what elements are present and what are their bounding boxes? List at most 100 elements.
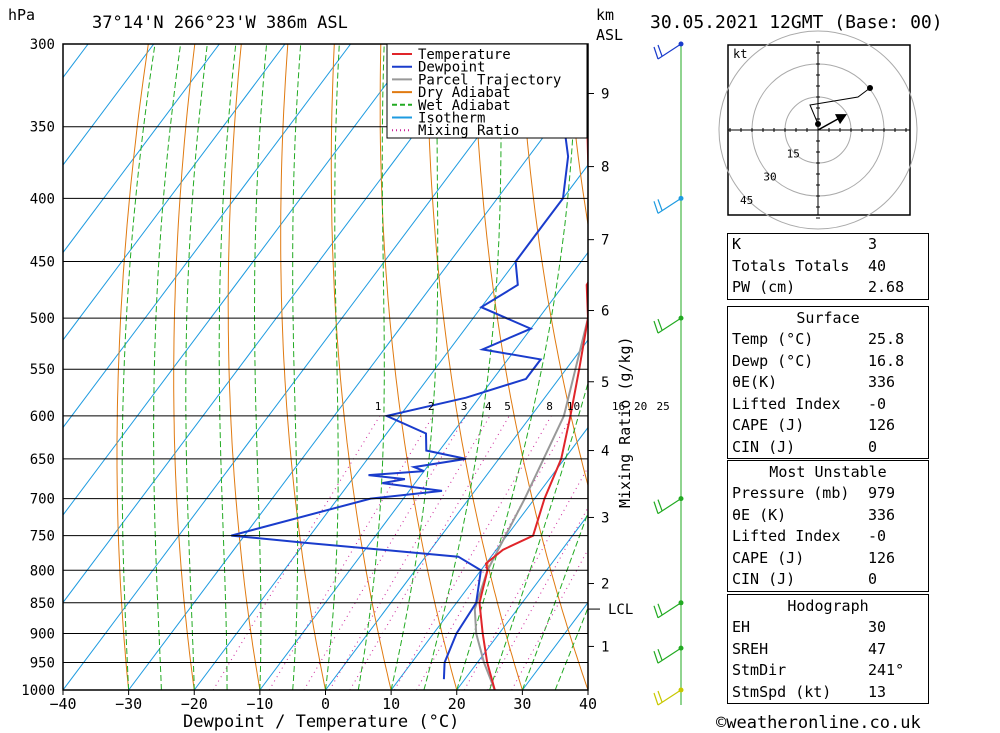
wind-barb-staff bbox=[657, 498, 682, 515]
km-tick-label: 7 bbox=[601, 233, 609, 249]
km-tick-label: 6 bbox=[601, 304, 609, 320]
dry-adiabat-line bbox=[985, 44, 1000, 690]
wind-barb-feather bbox=[653, 46, 659, 60]
km-tick-label: 2 bbox=[601, 577, 609, 593]
mixing-ratio-line bbox=[511, 548, 588, 690]
lcl-label: LCL bbox=[608, 602, 633, 618]
index-value: 40 bbox=[868, 256, 887, 275]
index-value: 13 bbox=[868, 682, 887, 701]
wet-adiabat-line bbox=[185, 44, 208, 690]
pressure-tick-label: 500 bbox=[30, 311, 55, 327]
pressure-tick-label: 450 bbox=[30, 255, 55, 271]
wind-barb-staff bbox=[657, 602, 682, 619]
index-row: CIN (J) 0 bbox=[728, 437, 928, 459]
wind-barb bbox=[653, 317, 682, 334]
dry-adiabat-line bbox=[473, 44, 588, 690]
index-row: CIN (J) 0 bbox=[728, 569, 928, 591]
dry-adiabat-line bbox=[379, 44, 458, 690]
mixing-ratio-tick-label: 20 bbox=[634, 400, 647, 413]
wind-profile bbox=[653, 41, 684, 706]
index-row: Temp (°C) 25.8 bbox=[728, 329, 928, 351]
wind-barb-staff bbox=[657, 197, 682, 214]
legend-box bbox=[386, 43, 588, 139]
index-label: Dewp (°C) bbox=[732, 351, 814, 370]
isotherm-line bbox=[63, 44, 286, 341]
wet-adiabat-line bbox=[456, 44, 578, 690]
profiles bbox=[231, 44, 588, 690]
pressure-tick-label: 800 bbox=[30, 563, 55, 579]
wind-barb-feather bbox=[657, 318, 663, 331]
index-row: θE (K) 336 bbox=[728, 505, 928, 527]
index-row: Dewp (°C) 16.8 bbox=[728, 351, 928, 373]
index-label: CIN (J) bbox=[732, 570, 796, 588]
index-value: 30 bbox=[868, 618, 887, 636]
pressure-tick-label: 350 bbox=[30, 120, 55, 136]
index-row: EH 30 bbox=[728, 617, 928, 639]
pressure-tick-label: 850 bbox=[30, 596, 55, 612]
index-row: PW (cm) 2.68 bbox=[728, 277, 928, 299]
dry-adiabat-line bbox=[116, 44, 149, 690]
index-row: StmSpd (kt) 13 bbox=[728, 682, 928, 704]
index-label: StmSpd (kt) bbox=[732, 682, 832, 701]
wind-barb-feather bbox=[657, 648, 663, 661]
wind-barb-feather bbox=[653, 501, 659, 514]
pressure-tick-label: 300 bbox=[30, 37, 55, 53]
wind-barb bbox=[653, 197, 682, 214]
hodograph-ring-label: 45 bbox=[740, 194, 753, 207]
wind-barb bbox=[653, 498, 682, 515]
dry-adiabat-line bbox=[227, 44, 261, 690]
index-value: 0 bbox=[868, 570, 878, 588]
hodograph-unit-label: kt bbox=[733, 47, 747, 61]
index-label: θE (K) bbox=[732, 505, 787, 524]
wind-barb-feather bbox=[657, 44, 663, 57]
wet-adiabat-line bbox=[292, 44, 302, 690]
wind-barb-feather bbox=[653, 650, 659, 664]
isotherm-line bbox=[63, 44, 352, 429]
indices-hodograph-panel: Hodograph EH 30 SREH 47 StmDir 241° StmSpd (kt)… bbox=[727, 594, 929, 704]
dry-adiabat-line bbox=[566, 44, 588, 228]
temperature-tick-label: −10 bbox=[246, 695, 273, 713]
wind-barb-staff bbox=[657, 317, 682, 334]
axes: 1 2 3 4 5 8 10 16 20 2530035040045050055060065070… bbox=[21, 37, 669, 713]
hodograph-trace bbox=[809, 87, 871, 125]
index-value: 2.68 bbox=[868, 278, 905, 296]
wind-barb-feather bbox=[657, 690, 663, 703]
index-row: SREH 47 bbox=[728, 639, 928, 661]
index-value: 16.8 bbox=[868, 351, 905, 370]
index-row: CAPE (J) 126 bbox=[728, 415, 928, 437]
hodograph-ring bbox=[718, 30, 918, 230]
hpa-label: hPa bbox=[8, 6, 35, 24]
index-row: θE(K) 336 bbox=[728, 372, 928, 394]
index-value: 126 bbox=[868, 548, 896, 567]
isotherm-line bbox=[0, 44, 23, 690]
index-value: 126 bbox=[868, 416, 896, 434]
wind-barb bbox=[653, 43, 682, 60]
km-tick-label: 8 bbox=[601, 160, 609, 176]
index-row: Lifted Index -0 bbox=[728, 526, 928, 548]
dewpoint-line bbox=[231, 44, 570, 680]
index-label: PW (cm) bbox=[732, 278, 796, 296]
most-unstable-section-title: Most Unstable bbox=[769, 463, 887, 481]
index-label: Temp (°C) bbox=[732, 330, 814, 348]
wet-adiabat-line bbox=[357, 44, 385, 690]
index-label: EH bbox=[732, 618, 751, 636]
indices-surface-panel: Surface Temp (°C) 25.8 Dewp (°C) 16.8 θE(K) 33… bbox=[727, 306, 929, 459]
temperature-tick-label: 10 bbox=[382, 695, 400, 713]
index-label: CAPE (J) bbox=[732, 416, 805, 434]
wind-barb-feather bbox=[653, 605, 659, 618]
mixing-ratio-tick-label: 16 bbox=[612, 400, 625, 413]
pressure-tick-label: 950 bbox=[30, 655, 55, 671]
wind-barb bbox=[653, 602, 682, 619]
pressure-tick-label: 750 bbox=[30, 529, 55, 545]
index-row: Totals Totals 40 bbox=[728, 256, 928, 278]
surface-section-title: Surface bbox=[796, 309, 860, 327]
isotherm-line bbox=[63, 44, 548, 690]
wind-barb-feather bbox=[653, 320, 659, 334]
wind-barb bbox=[653, 689, 682, 706]
km-label: km bbox=[596, 6, 614, 24]
mixing-ratio-tick-label: 10 bbox=[567, 400, 580, 413]
pressure-tick-label: 1000 bbox=[21, 683, 55, 699]
index-value: 25.8 bbox=[868, 330, 905, 348]
pressure-tick-label: 550 bbox=[30, 362, 55, 378]
